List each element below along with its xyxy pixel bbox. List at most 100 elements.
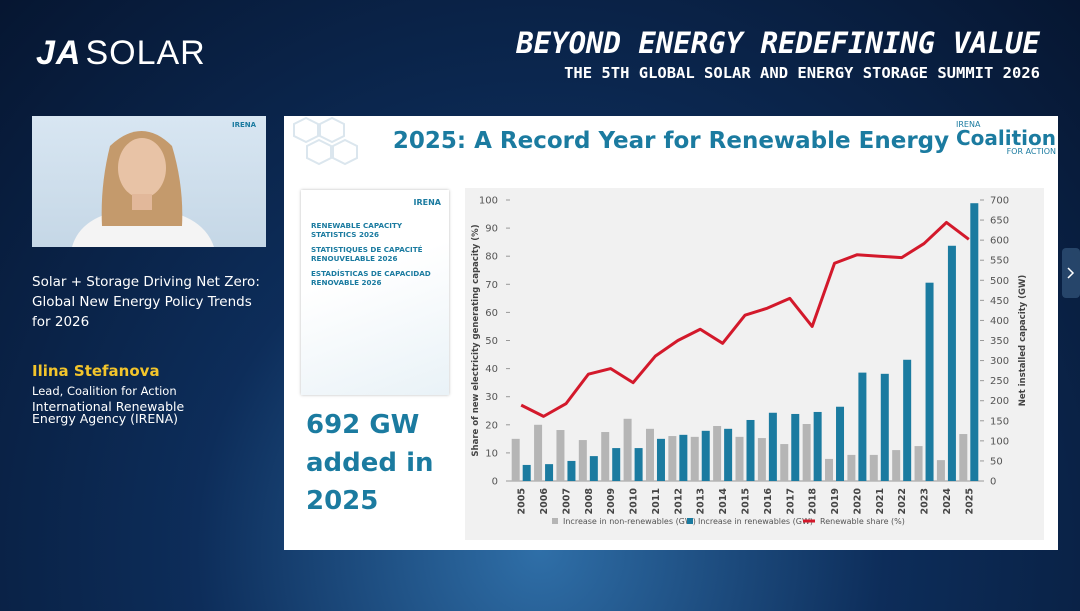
- bar: [847, 454, 856, 481]
- x-tick-label: 2018: [808, 488, 819, 515]
- x-tick-label: 2007: [561, 488, 572, 514]
- bar: [825, 458, 834, 481]
- bar: [914, 446, 923, 481]
- webcam-scene: IRENA: [72, 121, 257, 247]
- bar: [634, 448, 643, 481]
- y2-axis-title: Net installed capacity (GW): [1018, 275, 1028, 407]
- logo-main: Coalition: [956, 126, 1057, 150]
- bar: [668, 436, 677, 481]
- y-tick-label: 40: [485, 364, 498, 375]
- y-tick-label: 20: [485, 420, 498, 431]
- y-tick-label: 10: [485, 448, 498, 459]
- bar: [690, 436, 699, 481]
- x-tick-label: 2016: [763, 488, 774, 515]
- callout: 692 GW added in 2025: [306, 406, 434, 520]
- x-tick-label: 2020: [852, 488, 863, 515]
- y2-tick-label: 100: [990, 436, 1009, 447]
- x-tick-label: 2012: [673, 488, 684, 514]
- y2-tick-label: 500: [990, 276, 1009, 287]
- bar: [836, 406, 845, 481]
- y2-tick-label: 0: [990, 477, 996, 488]
- logo-solar: SOLAR: [85, 34, 206, 72]
- x-tick-label: 2010: [629, 488, 640, 515]
- bar: [746, 419, 755, 481]
- x-tick-label: 2005: [517, 488, 528, 514]
- next-arrow[interactable]: [1062, 248, 1080, 298]
- legend-label: Increase in non-renewables (GW): [563, 517, 696, 526]
- speaker-org: International Renewable Energy Agency (I…: [32, 400, 184, 425]
- speaker-name: Ilina Stefanova: [32, 362, 160, 380]
- session-line: Global New Energy Policy Trends: [32, 294, 252, 310]
- bar: [601, 432, 610, 481]
- x-tick-label: 2019: [830, 488, 841, 514]
- event-subtitle: THE 5TH GLOBAL SOLAR AND ENERGY STORAGE …: [564, 64, 1040, 82]
- bar: [903, 359, 912, 481]
- x-tick-label: 2024: [942, 488, 953, 515]
- y2-tick-label: 700: [990, 196, 1009, 207]
- x-tick-label: 2021: [875, 488, 886, 514]
- bar: [556, 430, 565, 481]
- bar: [936, 460, 945, 481]
- y-axis-title: Share of new electricity generating capa…: [471, 224, 481, 456]
- speaker-role: Lead, Coalition for Action: [32, 384, 177, 398]
- y2-tick-label: 150: [990, 416, 1009, 427]
- bar: [892, 450, 901, 481]
- logo-top: IRENA: [956, 120, 981, 129]
- report-brand: IRENA: [413, 198, 442, 207]
- legend-swatch: [687, 518, 693, 524]
- report-title: STATISTIQUES DE CAPACITÉ RENOUVELABLE 20…: [311, 245, 423, 263]
- y-tick-label: 90: [485, 224, 498, 235]
- y2-tick-label: 600: [990, 236, 1009, 247]
- y2-tick-label: 250: [990, 376, 1009, 387]
- bar: [623, 418, 632, 481]
- bar: [768, 412, 777, 481]
- bar: [813, 411, 822, 481]
- y-tick-label: 80: [485, 252, 498, 263]
- y2-tick-label: 50: [990, 456, 1003, 467]
- y-tick-label: 50: [485, 336, 498, 347]
- bar: [645, 428, 654, 481]
- bar: [578, 440, 587, 481]
- legend-label: Increase in renewables (GW): [698, 517, 813, 526]
- bar: [701, 430, 710, 481]
- legend-swatch: [552, 518, 558, 524]
- bar: [947, 245, 956, 481]
- slide-title: 2025: A Record Year for Renewable Energy: [392, 128, 950, 154]
- webcam-badge: IRENA: [232, 121, 257, 129]
- report-title: ESTADÍSTICAS DE CAPACIDAD RENOVABLE 2026: [311, 269, 431, 287]
- bar: [545, 464, 554, 481]
- bar: [802, 423, 811, 481]
- bar: [880, 373, 889, 481]
- bar: [522, 464, 531, 481]
- x-tick-label: 2011: [651, 488, 662, 514]
- bar: [780, 444, 789, 481]
- x-tick-label: 2025: [964, 488, 975, 514]
- bar: [925, 282, 934, 481]
- bar: [534, 424, 543, 481]
- report-cover: IRENA RENEWABLE CAPACITY STATISTICS 2026…: [301, 190, 449, 395]
- logo: JA SOLAR: [36, 34, 206, 73]
- y-tick-label: 30: [485, 392, 498, 403]
- legend-label: Renewable share (%): [820, 517, 905, 526]
- x-tick-label: 2013: [696, 488, 707, 514]
- session-line: for 2026: [32, 314, 90, 330]
- y2-tick-label: 650: [990, 216, 1009, 227]
- bar: [791, 413, 800, 481]
- y2-tick-label: 400: [990, 316, 1009, 327]
- chart-panel: 0 10 20 30 40 50 60 70 80 90 100 0 50 100 150 200 250 300…: [465, 188, 1044, 540]
- slide: 2025: A Record Year for Renewable Energy…: [284, 116, 1058, 550]
- bar: [679, 434, 688, 481]
- callout-line: 2025: [306, 486, 379, 516]
- y2-tick-label: 550: [990, 256, 1009, 267]
- logo-ja: JA: [36, 34, 82, 72]
- slide-decoration: [293, 116, 358, 166]
- x-tick-label: 2006: [539, 488, 550, 515]
- x-tick-label: 2008: [584, 488, 595, 515]
- x-tick-label: 2014: [718, 488, 729, 515]
- bar: [869, 454, 878, 481]
- callout-line: added in: [306, 448, 434, 478]
- report-title: RENEWABLE CAPACITY STATISTICS 2026: [311, 221, 403, 239]
- bar: [735, 436, 744, 481]
- bar: [567, 460, 576, 481]
- x-tick-label: 2009: [606, 488, 617, 514]
